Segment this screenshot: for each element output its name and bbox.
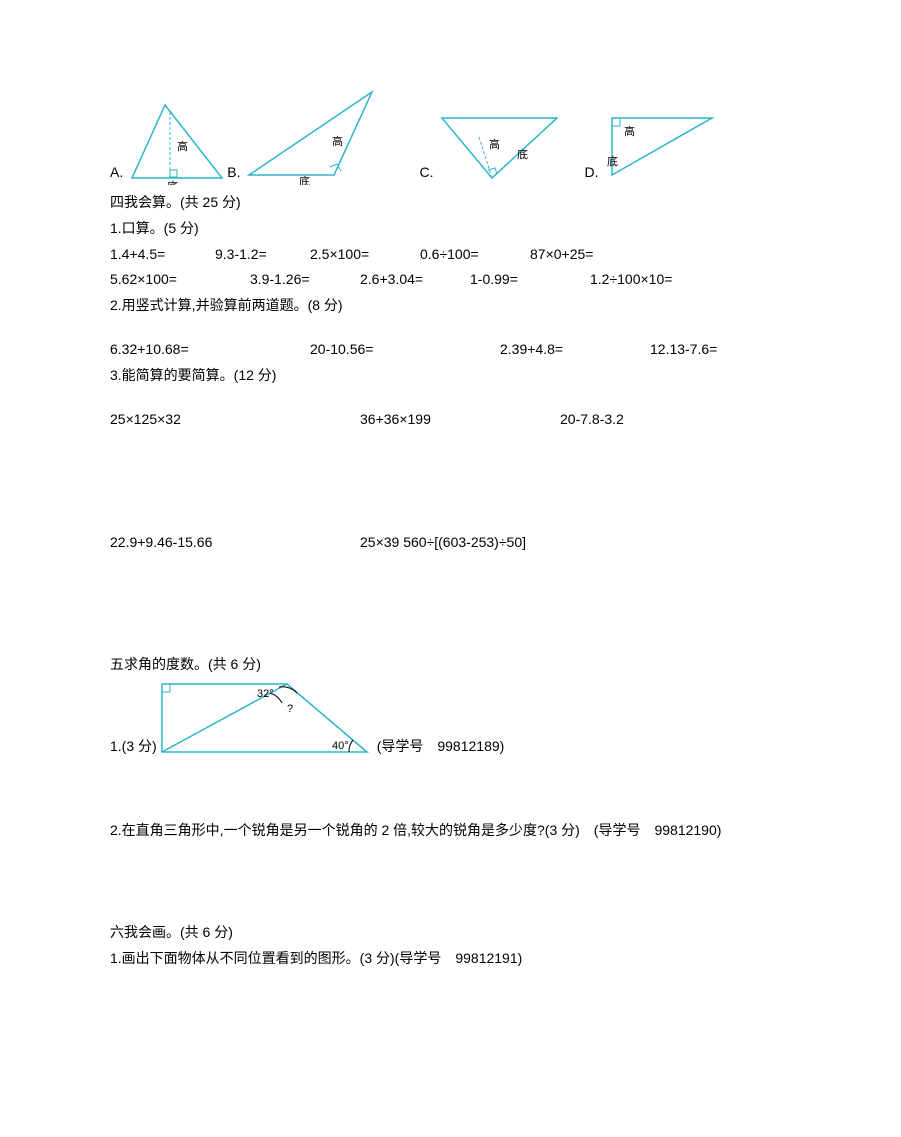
triangle-c-svg: 高 底 [437,110,562,185]
calc-item: 6.32+10.68= [110,338,310,362]
svg-text:底: 底 [607,154,618,168]
section4-p2-row: 6.32+10.68= 20-10.56= 2.39+4.8= 12.13-7.… [110,338,801,362]
svg-text:底: 底 [517,147,528,161]
section5-p1: 1.(3 分) 32° ? 40° (导学号 99812189) [110,679,801,759]
calc-item: 25×39 560÷[(603-253)÷50] [360,531,660,555]
triangle-option-c: C. 高 底 [419,110,562,185]
calc-item: 12.13-7.6= [650,338,770,362]
section4-p1-row1: 1.4+4.5= 9.3-1.2= 2.5×100= 0.6÷100= 87×0… [110,243,801,267]
calc-item: 22.9+9.46-15.66 [110,531,360,555]
svg-text:底: 底 [167,179,178,185]
calc-item: 1.4+4.5= [110,243,215,267]
section4-p3-title: 3.能简算的要简算。(12 分) [110,364,801,388]
svg-text:高: 高 [489,137,500,151]
section4-header: 四我会算。(共 25 分) [110,191,801,215]
svg-text:底: 底 [299,174,310,185]
section4-p1-row2: 5.62×100= 3.9-1.26= 2.6+3.04= 1-0.99= 1.… [110,268,801,292]
triangle-option-b: B. 高 底 [227,90,379,185]
calc-item: 25×125×32 [110,408,360,432]
triangle-d-svg: 高 底 [602,110,717,185]
section4-p3-row1: 25×125×32 36+36×199 20-7.8-3.2 [110,408,801,432]
calc-item: 3.9-1.26= [250,268,360,292]
option-label-d: D. [584,161,598,185]
section5-p1-suffix: (导学号 99812189) [377,735,505,759]
svg-text:32°: 32° [257,688,274,700]
calc-item: 9.3-1.2= [215,243,310,267]
option-label-a: A. [110,161,123,185]
calc-item: 36+36×199 [360,408,560,432]
svg-text:高: 高 [332,134,343,148]
calc-item: 0.6÷100= [420,243,530,267]
svg-text:高: 高 [177,139,188,153]
calc-item: 2.5×100= [310,243,420,267]
calc-item: 2.39+4.8= [500,338,650,362]
section5-p2: 2.在直角三角形中,一个锐角是另一个锐角的 2 倍,较大的锐角是多少度?(3 分… [110,819,801,843]
section6-p1: 1.画出下面物体从不同位置看到的图形。(3 分)(导学号 99812191) [110,947,801,971]
calc-item: 20-7.8-3.2 [560,408,710,432]
calc-item: 5.62×100= [110,268,250,292]
section4-p2-title: 2.用竖式计算,并验算前两道题。(8 分) [110,294,801,318]
angle-diagram: 32° ? 40° [157,679,377,759]
calc-item: 1-0.99= [470,268,590,292]
option-label-b: B. [227,161,240,185]
triangle-option-d: D. 高 底 [584,110,717,185]
section4-p1-title: 1.口算。(5 分) [110,217,801,241]
section5-header: 五求角的度数。(共 6 分) [110,653,801,677]
triangle-option-a: A. 高 底 [110,100,227,185]
triangle-options: A. 高 底 B. 高 底 C. 高 底 D. [110,90,801,185]
calc-item: 2.6+3.04= [360,268,470,292]
section5-p1-prefix: 1.(3 分) [110,735,157,759]
section4-p3-row2: 22.9+9.46-15.66 25×39 560÷[(603-253)÷50] [110,531,801,555]
calc-item: 20-10.56= [310,338,500,362]
calc-item: 87×0+25= [530,243,640,267]
triangle-a-svg: 高 底 [127,100,227,185]
svg-text:高: 高 [624,124,635,138]
calc-item: 1.2÷100×10= [590,268,710,292]
svg-text:40°: 40° [332,740,349,752]
section6-header: 六我会画。(共 6 分) [110,921,801,945]
svg-text:?: ? [287,703,293,715]
option-label-c: C. [419,161,433,185]
triangle-b-svg: 高 底 [244,90,379,185]
